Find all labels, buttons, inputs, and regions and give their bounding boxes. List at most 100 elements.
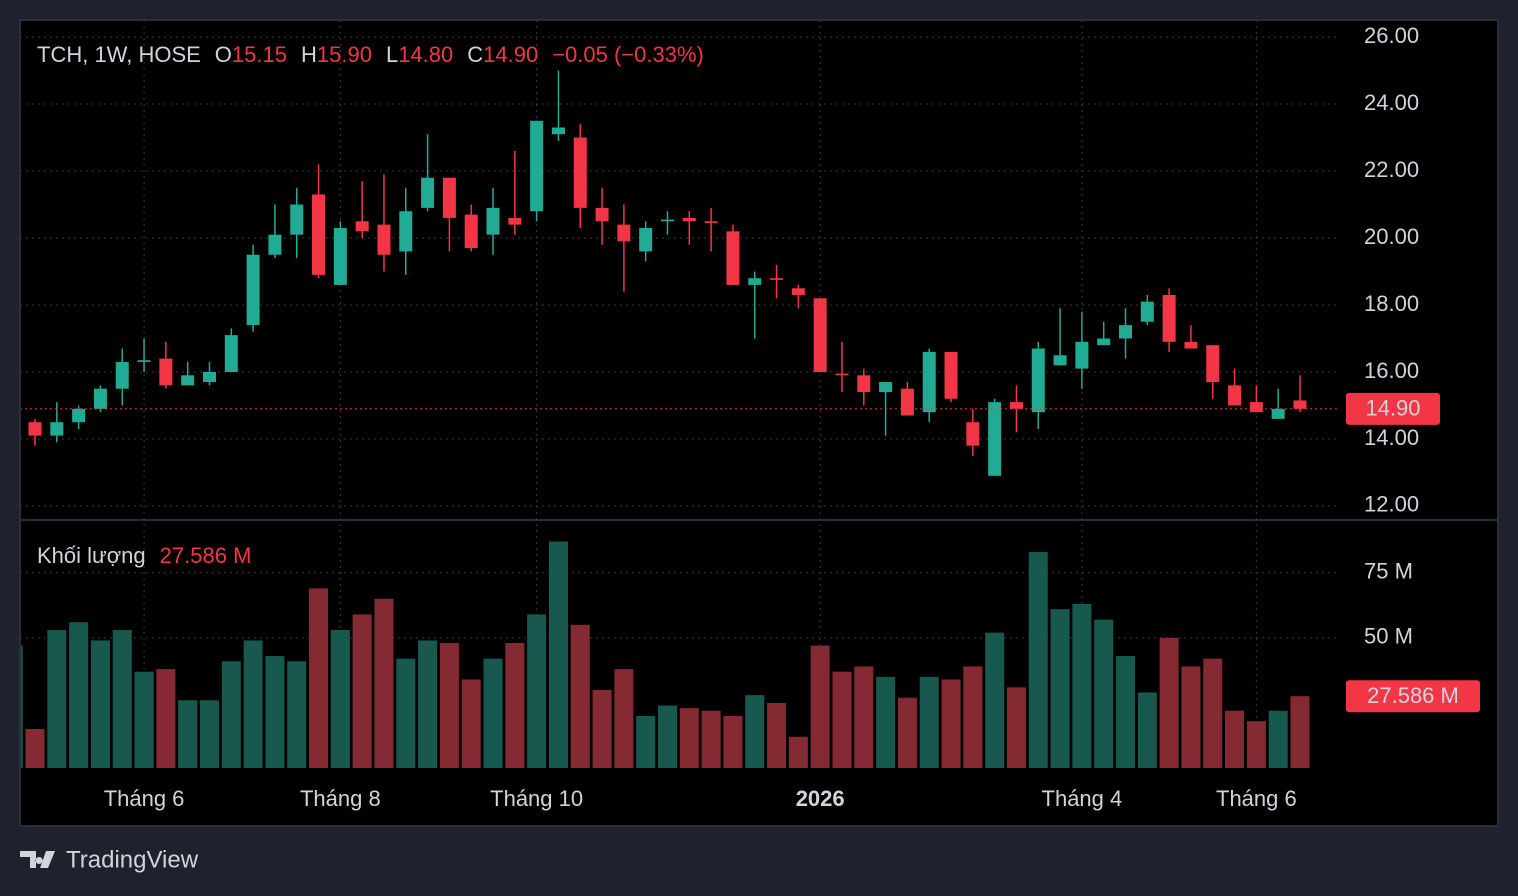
candle-body <box>486 207 500 235</box>
volume-bar <box>309 588 329 768</box>
volume-bar <box>1225 710 1245 768</box>
candle-body <box>748 278 762 285</box>
candle-body <box>464 214 478 249</box>
volume-bar <box>221 661 241 768</box>
volume-bar <box>679 708 699 768</box>
volume-bar <box>505 643 525 768</box>
candle-body <box>508 217 522 225</box>
candle-body <box>726 231 740 285</box>
candle-body <box>28 422 42 436</box>
candle-body <box>1053 355 1067 366</box>
volume-bar <box>1246 721 1266 768</box>
candle-body <box>115 361 129 389</box>
x-tick-label: Tháng 6 <box>104 786 185 811</box>
volume-bar <box>396 658 416 768</box>
candle-body <box>333 227 347 285</box>
candle-body <box>290 204 304 235</box>
volume-bar <box>1050 609 1070 768</box>
volume-bar <box>723 715 743 768</box>
candle-body <box>355 221 369 232</box>
high: 15.90 <box>317 42 372 67</box>
volume-bar <box>178 700 198 768</box>
candle-body <box>682 217 696 222</box>
candle-body <box>966 422 980 446</box>
volume-bar <box>1290 696 1310 768</box>
volume-bar <box>1116 656 1136 768</box>
candle-body <box>1075 341 1089 369</box>
last-volume-label: 27.586 M <box>1367 683 1459 708</box>
symbol: TCH, 1W, HOSE <box>37 42 201 67</box>
candle-body <box>704 221 718 223</box>
candle-body <box>1271 408 1285 419</box>
candle-body <box>137 360 151 362</box>
volume-bar <box>854 666 874 768</box>
volume-bar <box>614 669 634 768</box>
volume-bar <box>810 645 830 768</box>
y-tick-label: 16.00 <box>1364 358 1419 383</box>
low: 14.80 <box>398 42 453 67</box>
volume-bar <box>374 598 394 768</box>
volume-bar <box>156 669 176 768</box>
candle-body <box>922 351 936 413</box>
candle-body <box>857 375 871 393</box>
candle-body <box>50 422 64 436</box>
volume-bar <box>745 695 765 768</box>
candle-body <box>573 137 587 208</box>
volume-bar <box>352 614 372 768</box>
candle-body <box>617 224 631 242</box>
candle-body <box>551 127 565 135</box>
volume-bar <box>941 679 961 768</box>
y-tick-label: 22.00 <box>1364 157 1419 182</box>
volume-bar <box>788 736 808 768</box>
candle-body <box>1009 402 1023 409</box>
volume-bar <box>47 630 67 768</box>
volume-bar <box>1137 692 1157 768</box>
candle-body <box>595 207 609 222</box>
x-tick-label: Tháng 10 <box>490 786 583 811</box>
volume-bar <box>592 689 612 768</box>
volume-bar <box>25 728 45 768</box>
volume-bar <box>112 630 132 768</box>
volume-bar <box>1203 658 1223 768</box>
candle-body <box>421 177 435 208</box>
volume-bar <box>439 643 459 768</box>
volume-bar <box>287 661 307 768</box>
volume-bar <box>767 702 787 768</box>
volume-bar <box>1094 619 1114 768</box>
change: −0.05 (−0.33%) <box>552 42 704 67</box>
candle-body <box>1206 345 1220 383</box>
volume-bar <box>265 656 285 768</box>
last-price-box <box>1346 392 1440 425</box>
y-tick-label: 26.00 <box>1364 23 1419 48</box>
volume-bar <box>658 705 677 768</box>
volume-bar <box>90 640 110 768</box>
volume-value: 27.586 M <box>160 543 252 568</box>
volume-bar <box>483 658 503 768</box>
candle-body <box>1184 341 1198 349</box>
volume-bar <box>243 640 263 768</box>
volume-bar <box>134 671 154 768</box>
volume-bar <box>963 666 983 768</box>
candle-body <box>1140 301 1154 322</box>
candle-body <box>530 120 544 212</box>
candle-body <box>1249 402 1263 413</box>
volume-title: Khối lượng <box>37 543 146 568</box>
volume-bar <box>876 676 896 768</box>
volume-legend: Khối lượng 27.586 M <box>37 543 251 568</box>
candle-body <box>181 375 195 386</box>
candle-body <box>312 194 326 275</box>
volume-bar <box>461 679 481 768</box>
candle-body <box>1162 294 1176 342</box>
candle-body <box>879 382 893 393</box>
legend: TCH, 1W, HOSE O15.15 H15.90 L14.80 C14.90 −0.… <box>37 42 704 67</box>
logo: TradingView <box>20 846 199 873</box>
volume-bar <box>832 671 852 768</box>
candle-body <box>639 227 653 252</box>
y-tick-label: 14.00 <box>1364 425 1419 450</box>
candle-body <box>988 402 1002 476</box>
volume-bar <box>1181 666 1201 768</box>
o-key: O <box>215 42 232 67</box>
candle-body <box>442 177 456 218</box>
volume-bar <box>1006 687 1026 768</box>
volume-bar <box>570 624 590 768</box>
